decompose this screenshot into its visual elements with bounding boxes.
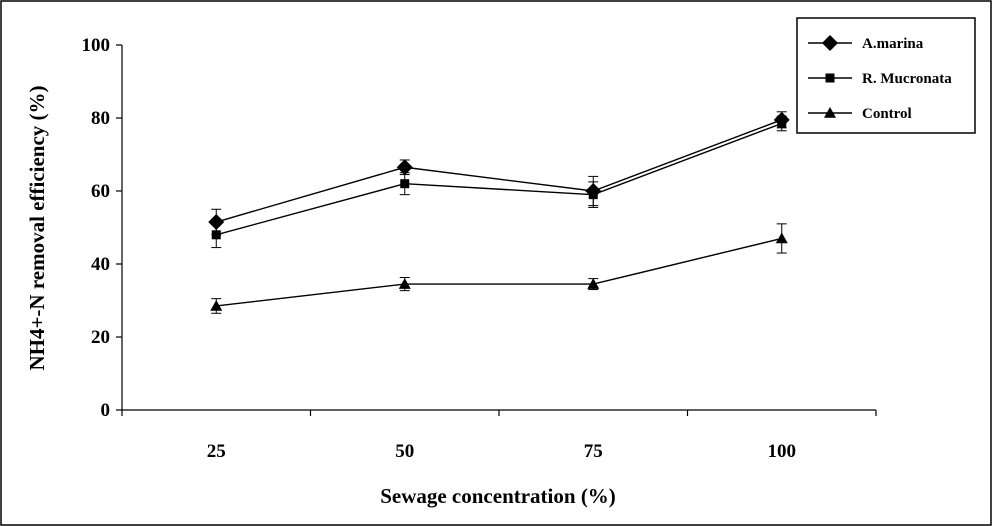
data-point	[400, 179, 410, 189]
y-tick-label: 80	[91, 108, 110, 129]
legend-label: Control	[862, 106, 912, 122]
data-point	[210, 299, 223, 311]
y-axis-title: NH4+-N removal efficiency (%)	[25, 85, 49, 370]
series-r-mucronata	[211, 115, 787, 249]
series-line	[216, 237, 782, 307]
x-tick-label: 50	[395, 441, 414, 462]
data-point	[588, 190, 598, 200]
series-layer	[208, 111, 790, 314]
legend-label: A.marina	[862, 36, 924, 52]
legend-marker	[824, 107, 836, 118]
data-point	[398, 278, 411, 289]
legend: A.marina R. Mucronata Control	[796, 17, 976, 134]
y-tick-label: 60	[91, 181, 110, 202]
series-control	[210, 223, 788, 314]
legend-label: R. Mucronata	[862, 71, 952, 87]
series-line	[216, 119, 782, 223]
y-tick-label: 0	[101, 400, 111, 421]
data-point	[211, 230, 221, 240]
data-point	[396, 159, 413, 176]
legend-marker	[825, 73, 835, 83]
axes: 0 20 40 60 80 100 25 50 75 100	[82, 35, 877, 462]
data-point	[777, 118, 787, 128]
data-point	[775, 232, 788, 244]
x-axis-title: Sewage concentration (%)	[380, 484, 616, 508]
data-point	[587, 278, 600, 289]
y-tick-label: 100	[82, 35, 111, 56]
legend-item: R. Mucronata	[808, 71, 952, 87]
legend-marker	[822, 35, 838, 51]
series-line	[216, 122, 782, 236]
legend-item: A.marina	[808, 35, 924, 52]
x-tick-label: 100	[768, 441, 797, 462]
y-tick-label: 40	[91, 254, 110, 275]
y-tick-label: 20	[91, 327, 110, 348]
legend-item: Control	[808, 106, 912, 122]
x-tick-label: 25	[207, 441, 226, 462]
x-tick-label: 75	[584, 441, 603, 462]
